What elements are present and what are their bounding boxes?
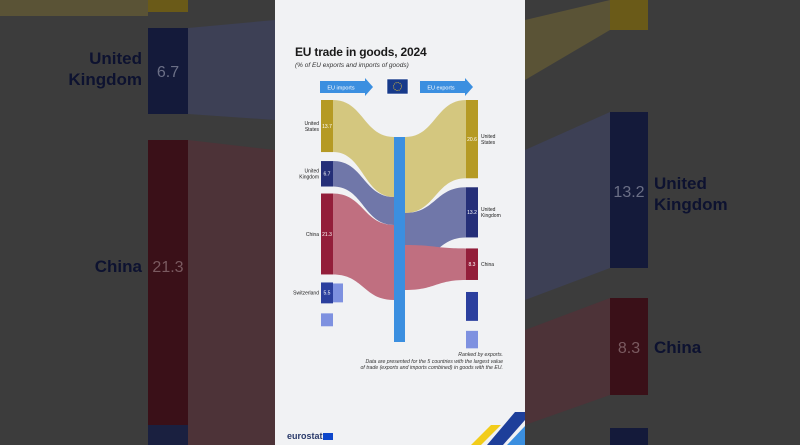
export-label-china: China (481, 262, 494, 268)
bg-us-bar-right (610, 0, 648, 30)
export-value-united-kingdom: 13.2 (467, 210, 477, 216)
bg-uk-flow-right (525, 112, 610, 300)
import-bar-other-4 (321, 313, 333, 327)
export-label-united-kingdom-1: United (481, 207, 496, 213)
sankey-chart: 13.7UnitedStates6.7UnitedKingdom21.3Chin… (293, 78, 525, 445)
eurostat-logo: eurostat (287, 431, 323, 441)
bg-label-uk-2: Kingdom (68, 70, 142, 89)
eu-flag (386, 78, 409, 95)
import-flow-china (333, 193, 394, 300)
bg-uk-bar-left (148, 28, 188, 114)
chart-subtitle: (% of EU exports and imports of goods) (295, 62, 409, 69)
note-ranked: Ranked by exports. (458, 352, 503, 358)
chart-title: EU trade in goods, 2024 (295, 45, 427, 59)
import-label-united-kingdom-2: Kingdom (299, 175, 319, 181)
export-label-united-states-2: States (481, 140, 496, 146)
export-label-united-kingdom-2: Kingdom (481, 213, 501, 219)
import-bar-united-kingdom (321, 161, 333, 187)
bg-uk-flow-left (188, 20, 275, 120)
import-value-united-kingdom: 6.7 (324, 172, 331, 178)
infographic-panel: EU trade in goods, 2024 (% of EU exports… (275, 0, 525, 445)
bg-us-flow-left (0, 0, 148, 16)
bg-label-china-right: China (654, 338, 702, 357)
exports-arrow: EU exports (420, 78, 473, 96)
bg-value-uk-left: 6.7 (157, 64, 179, 81)
export-flow-united-states (405, 100, 466, 213)
eu-flag-mini-icon (323, 433, 333, 440)
bg-label-uk-right-2: Kingdom (654, 195, 728, 214)
import-label-united-states-1: United (305, 121, 320, 127)
bg-bottom-bar-left (148, 425, 188, 445)
note-line-2: of trade (exports and imports combined) … (360, 365, 503, 371)
import-bar-united-states (321, 100, 333, 153)
flows-layer (333, 100, 466, 300)
import-value-switzerland: 5.5 (324, 291, 331, 297)
export-label-united-states-1: United (481, 134, 496, 140)
labels-layer: 13.7UnitedStates6.7UnitedKingdom21.3Chin… (293, 121, 501, 297)
bars-layer (321, 100, 478, 349)
bg-uk-bar-right (610, 112, 648, 268)
bg-us-flow-right (525, 0, 610, 80)
bg-label-china-left: China (95, 257, 143, 276)
bg-value-china-left: 21.3 (152, 259, 183, 276)
import-label-united-kingdom-1: United (305, 169, 320, 175)
bg-china-flow-right (525, 298, 610, 425)
import-label-united-states-2: States (305, 127, 320, 133)
export-bar-other-4 (466, 330, 478, 349)
import-value-china: 21.3 (322, 232, 332, 238)
import-value-united-states: 13.7 (322, 124, 332, 130)
export-value-united-states: 20.6 (467, 137, 477, 143)
note-line-1: Data are presented for the 5 countries w… (365, 358, 503, 365)
bg-label-uk-1: United (89, 49, 142, 68)
import-flow-united-kingdom (333, 161, 394, 225)
export-flow-china (405, 245, 466, 290)
export-bar-united-states (466, 100, 478, 179)
import-flow-united-states (333, 100, 394, 197)
bg-bottom-bar-right (610, 428, 648, 445)
import-bar-switzerland (321, 282, 333, 304)
exports-arrow-label: EU exports (427, 86, 454, 92)
imports-arrow: EU imports (320, 78, 373, 96)
eu-total-bar (394, 137, 405, 342)
export-bar-china (466, 248, 478, 280)
bg-china-bar-right (610, 298, 648, 395)
import-bar-switzerland-ext (333, 283, 343, 303)
import-bar-china (321, 193, 333, 275)
bg-china-bar-left (148, 140, 188, 445)
import-label-china: China (306, 232, 319, 238)
bg-value-china-right: 8.3 (618, 340, 640, 357)
corner-decoration (471, 412, 525, 445)
bg-us-bar-left (148, 0, 188, 12)
bg-china-flow-left (188, 140, 275, 445)
export-bar-united-kingdom (466, 187, 478, 238)
bg-value-uk-right: 13.2 (613, 184, 644, 201)
export-bar-other-3 (466, 291, 478, 321)
export-value-china: 8.3 (469, 262, 476, 268)
imports-arrow-label: EU imports (327, 86, 354, 92)
import-label-switzerland: Switzerland (293, 291, 319, 297)
bg-label-uk-right-1: United (654, 174, 707, 193)
